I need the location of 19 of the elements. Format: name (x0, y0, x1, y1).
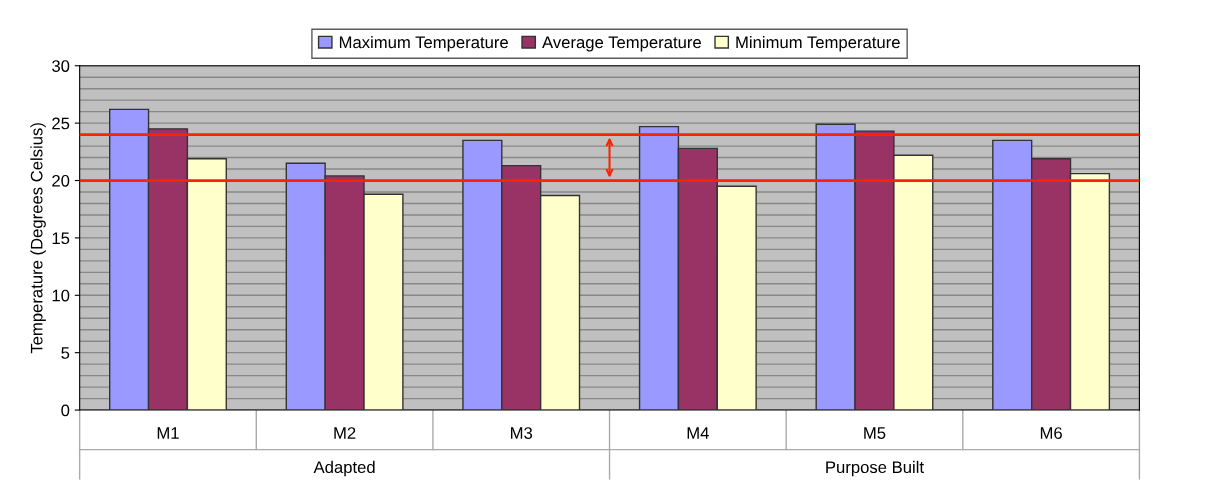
y-tick-label: 10 (52, 289, 70, 302)
x-tick-label: M1 (157, 427, 179, 439)
y-axis-title: Temperature (Degrees Celsius) (30, 123, 46, 354)
x-tick-label: M3 (511, 427, 533, 439)
y-tick-label: 20 (52, 174, 70, 187)
x-tick-label: M4 (687, 427, 709, 439)
legend-label: Minimum Temperature (736, 35, 900, 52)
x-tick-label: M5 (864, 427, 886, 439)
x-tick-label: M6 (1040, 427, 1062, 439)
text: Purpose Built (826, 460, 924, 477)
x-tick-label: M2 (334, 427, 356, 439)
y-tick-label: 25 (52, 117, 70, 130)
y-tick-label: 30 (52, 60, 70, 72)
y-tick-label: 5 (61, 347, 70, 359)
text: Adapted (313, 460, 375, 477)
y-tick-label: 15 (52, 232, 70, 245)
y-tick-label: 0 (61, 404, 70, 417)
legend-label: Average Temperature (542, 36, 701, 52)
legend-label: Maximum Temperature (339, 35, 508, 52)
